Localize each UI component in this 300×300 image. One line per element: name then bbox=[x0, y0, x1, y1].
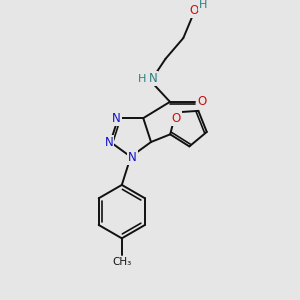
Text: N: N bbox=[128, 151, 136, 164]
Text: H: H bbox=[198, 0, 207, 11]
Text: N: N bbox=[112, 112, 121, 124]
Text: O: O bbox=[197, 95, 206, 108]
Text: O: O bbox=[189, 4, 198, 17]
Text: H: H bbox=[138, 74, 147, 84]
Text: N: N bbox=[149, 72, 158, 85]
Text: CH₃: CH₃ bbox=[112, 257, 131, 267]
Text: N: N bbox=[105, 136, 113, 148]
Text: O: O bbox=[172, 112, 181, 125]
